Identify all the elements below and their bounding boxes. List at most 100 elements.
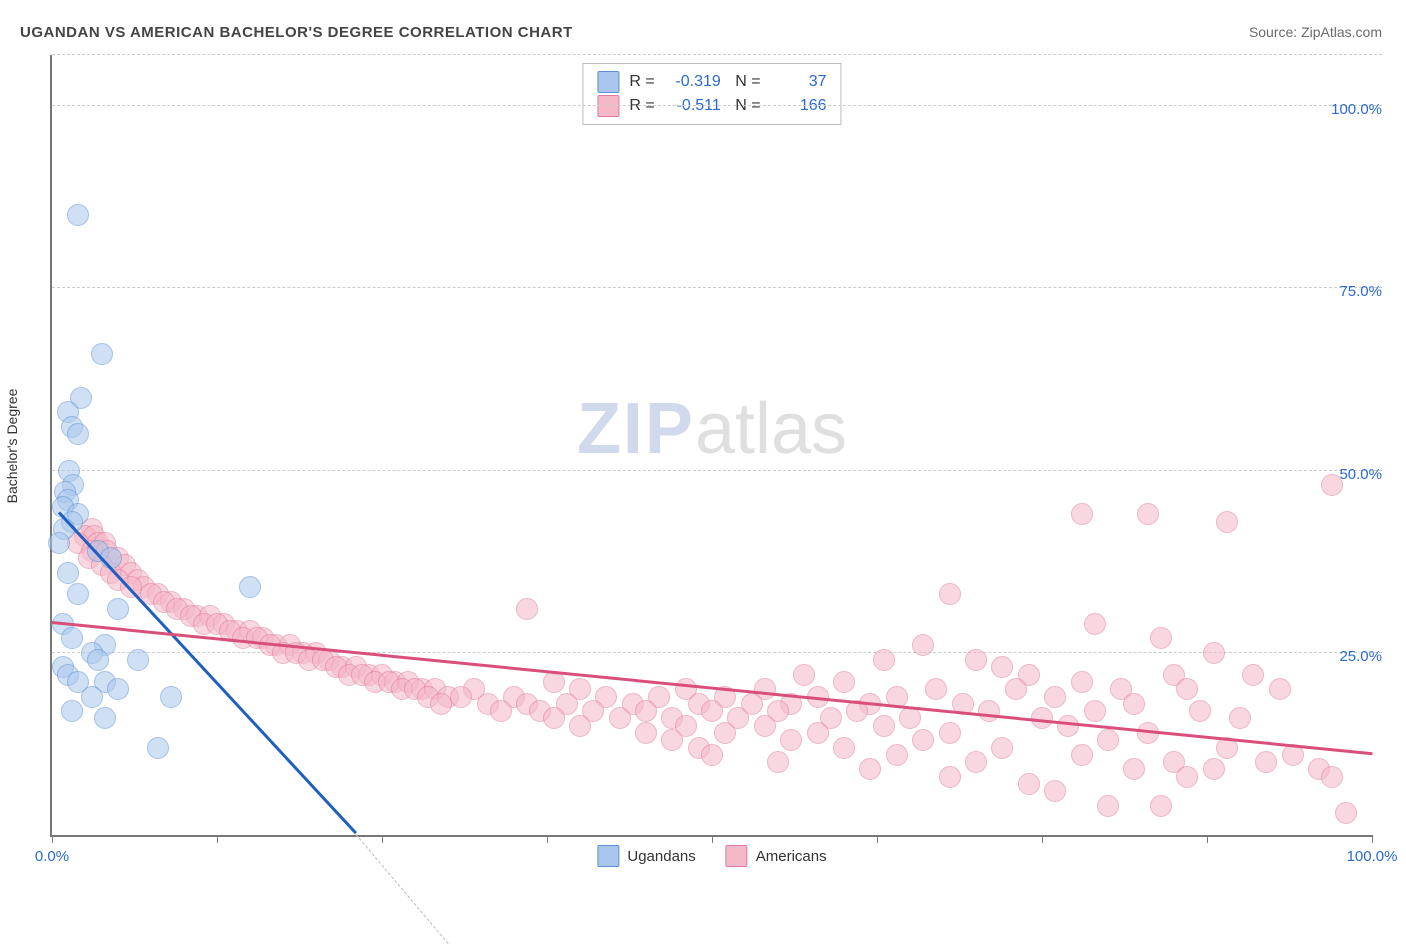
scatter-point xyxy=(1203,642,1225,664)
scatter-point xyxy=(91,343,113,365)
scatter-point xyxy=(61,627,83,649)
scatter-point xyxy=(543,707,565,729)
scatter-point xyxy=(1084,700,1106,722)
scatter-point xyxy=(1321,474,1343,496)
chart-plot-area: ZIPatlas R = -0.319 N = 37 R = -0.511 N … xyxy=(50,55,1372,837)
scatter-point xyxy=(430,693,452,715)
scatter-point xyxy=(67,204,89,226)
scatter-point xyxy=(1044,686,1066,708)
scatter-point xyxy=(1123,693,1145,715)
scatter-point xyxy=(1137,503,1159,525)
legend-item-ugandans: Ugandans xyxy=(597,845,695,867)
x-tick xyxy=(382,835,383,843)
scatter-point xyxy=(160,686,182,708)
scatter-point xyxy=(1216,511,1238,533)
scatter-point xyxy=(714,722,736,744)
x-tick xyxy=(1372,835,1373,843)
scatter-point xyxy=(569,715,591,737)
legend-swatch-0 xyxy=(597,845,619,867)
scatter-point xyxy=(939,766,961,788)
scatter-point xyxy=(939,722,961,744)
watermark-zip: ZIP xyxy=(577,389,695,469)
scatter-point xyxy=(1084,613,1106,635)
scatter-point xyxy=(1123,758,1145,780)
y-tick-label: 25.0% xyxy=(1339,648,1382,665)
scatter-point xyxy=(899,707,921,729)
y-tick-label: 75.0% xyxy=(1339,283,1382,300)
scatter-point xyxy=(490,700,512,722)
scatter-point xyxy=(939,583,961,605)
x-tick xyxy=(712,835,713,843)
scatter-point xyxy=(609,707,631,729)
trend-line-extrapolation xyxy=(355,834,448,944)
stats-n-value-0: 37 xyxy=(771,70,827,94)
scatter-point xyxy=(1005,678,1027,700)
scatter-point xyxy=(635,722,657,744)
scatter-point xyxy=(701,700,723,722)
x-tick xyxy=(52,835,53,843)
scatter-point xyxy=(239,576,261,598)
scatter-point xyxy=(701,744,723,766)
x-tick xyxy=(547,835,548,843)
legend-label-0: Ugandans xyxy=(627,848,695,865)
scatter-point xyxy=(873,715,895,737)
scatter-point xyxy=(516,598,538,620)
scatter-point xyxy=(107,598,129,620)
scatter-point xyxy=(873,649,895,671)
stats-n-label: N = xyxy=(731,70,761,94)
watermark: ZIPatlas xyxy=(577,388,847,470)
scatter-point xyxy=(978,700,1000,722)
scatter-point xyxy=(1150,627,1172,649)
scatter-point xyxy=(94,707,116,729)
scatter-point xyxy=(147,737,169,759)
correlation-stats-box: R = -0.319 N = 37 R = -0.511 N = 166 xyxy=(582,63,841,125)
scatter-point xyxy=(965,751,987,773)
y-tick-label: 100.0% xyxy=(1331,101,1382,118)
stats-r-value-0: -0.319 xyxy=(665,70,721,94)
legend-swatch-1 xyxy=(726,845,748,867)
scatter-point xyxy=(1203,758,1225,780)
y-axis-label: Bachelor's Degree xyxy=(4,389,20,504)
scatter-point xyxy=(833,737,855,759)
scatter-point xyxy=(635,700,657,722)
y-tick-label: 50.0% xyxy=(1339,466,1382,483)
legend-label-1: Americans xyxy=(756,848,827,865)
scatter-point xyxy=(807,722,829,744)
scatter-point xyxy=(925,678,947,700)
scatter-point xyxy=(1071,671,1093,693)
scatter-point xyxy=(1018,773,1040,795)
scatter-point xyxy=(57,562,79,584)
scatter-point xyxy=(1176,766,1198,788)
scatter-point xyxy=(1269,678,1291,700)
scatter-point xyxy=(1044,780,1066,802)
x-tick xyxy=(217,835,218,843)
scatter-point xyxy=(1189,700,1211,722)
swatch-ugandans xyxy=(597,71,619,93)
gridline xyxy=(52,54,1382,55)
scatter-point xyxy=(661,729,683,751)
x-tick xyxy=(877,835,878,843)
scatter-point xyxy=(965,649,987,671)
scatter-point xyxy=(793,664,815,686)
scatter-point xyxy=(87,649,109,671)
scatter-point xyxy=(859,758,881,780)
scatter-point xyxy=(991,737,1013,759)
gridline xyxy=(52,105,1382,106)
scatter-point xyxy=(107,678,129,700)
gridline xyxy=(52,470,1382,471)
scatter-point xyxy=(1097,729,1119,751)
x-tick xyxy=(1207,835,1208,843)
watermark-atlas: atlas xyxy=(695,389,847,469)
scatter-point xyxy=(1229,707,1251,729)
scatter-point xyxy=(754,715,776,737)
stats-row-ugandans: R = -0.319 N = 37 xyxy=(597,70,826,94)
scatter-point xyxy=(1242,664,1264,686)
scatter-point xyxy=(912,729,934,751)
scatter-point xyxy=(1255,751,1277,773)
scatter-point xyxy=(1150,795,1172,817)
gridline xyxy=(52,652,1382,653)
chart-title: UGANDAN VS AMERICAN BACHELOR'S DEGREE CO… xyxy=(20,24,573,41)
x-tick xyxy=(1042,835,1043,843)
scatter-point xyxy=(833,671,855,693)
scatter-point xyxy=(767,751,789,773)
